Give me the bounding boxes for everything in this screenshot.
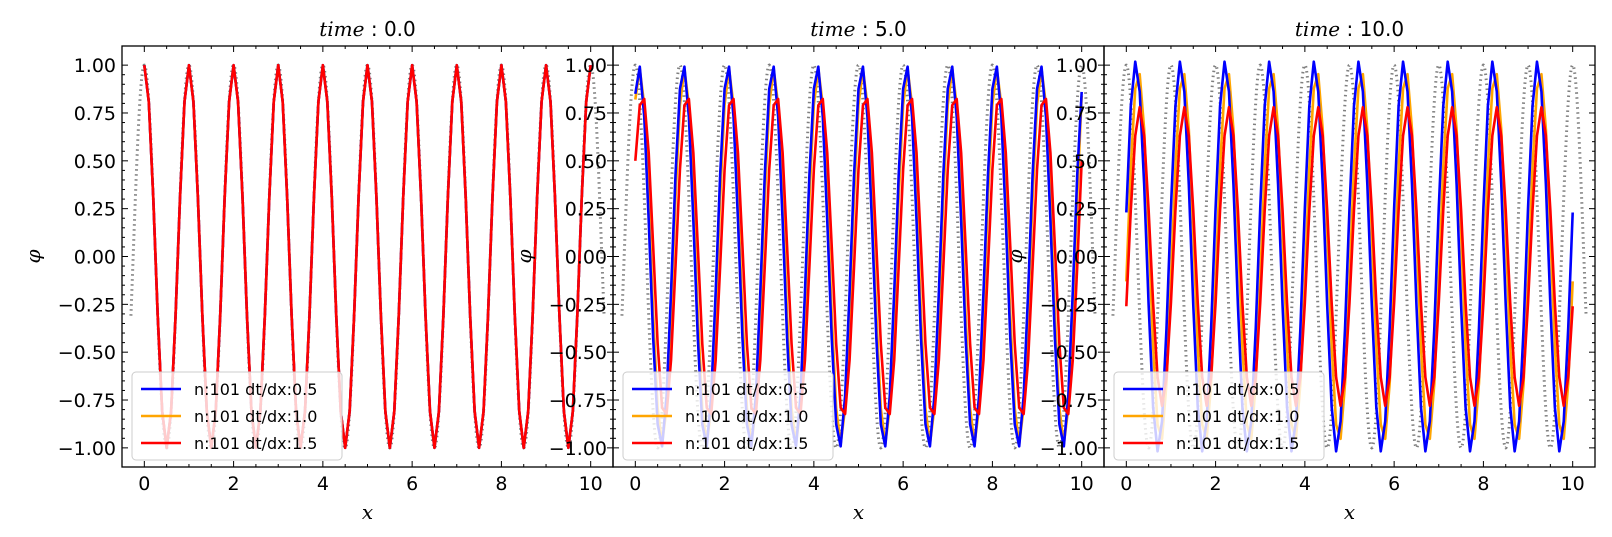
legend-label: n:101 dt/dx:1.0 [685, 407, 808, 426]
y-tick-label: −0.75 [549, 390, 607, 412]
x-axis-label: x [1344, 500, 1355, 524]
ticks [1104, 46, 1595, 467]
y-tick-label: 1.00 [1056, 55, 1098, 77]
x-tick-label: 8 [1477, 473, 1489, 495]
y-tick-label: 0.50 [74, 151, 116, 173]
x-tick-label: 6 [897, 473, 909, 495]
x-tick-label: 0 [138, 473, 150, 495]
title-value: : 0.0 [364, 17, 415, 41]
x-tick-label: 4 [808, 473, 820, 495]
x-axis-label: x [853, 500, 864, 524]
panel-title: time : 5.0 [810, 17, 907, 41]
x-tick-label: 8 [495, 473, 507, 495]
panel-3: 0 2 4 6 8 10 1.00 0.75 0.50 0.25 0.00 −0.25 −0.50 −0.… [1003, 17, 1596, 524]
x-tick-label: 6 [406, 473, 418, 495]
y-tick-label: −0.25 [1040, 294, 1098, 316]
x-tick-label: 8 [986, 473, 998, 495]
y-tick-label: −0.50 [58, 342, 116, 364]
legend: n:101 dt/dx:0.5 n:101 dt/dx:1.0 n:101 dt/d… [622, 371, 834, 461]
y-tick-label: −0.50 [1040, 342, 1098, 364]
x-tick-label: 6 [1388, 473, 1400, 495]
panel-title: time : 10.0 [1295, 17, 1404, 41]
y-tick-label: 0.75 [565, 103, 607, 125]
y-tick-label: −0.25 [549, 294, 607, 316]
series-line-3 [1125, 105, 1574, 408]
legend-label: n:101 dt/dx:1.5 [194, 434, 317, 453]
y-axis-label: φ [21, 249, 45, 263]
title-value: : 5.0 [855, 17, 906, 41]
y-tick-label: 0.50 [565, 151, 607, 173]
x-tick-label: 2 [719, 473, 731, 495]
x-tick-label: 2 [228, 473, 240, 495]
y-tick-label: 0.50 [1056, 151, 1098, 173]
title-value: : 10.0 [1340, 17, 1404, 41]
y-tick-label: 0.00 [565, 247, 607, 269]
y-tick-label: 0.75 [1056, 103, 1098, 125]
legend-box [1113, 371, 1325, 461]
y-tick-label: −0.75 [58, 390, 116, 412]
y-tick-label: −1.00 [1040, 438, 1098, 460]
y-tick-label: 0.25 [1056, 199, 1098, 221]
y-tick-label: 0.75 [74, 103, 116, 125]
y-tick-label: −0.25 [58, 294, 116, 316]
series-line-3 [143, 63, 592, 450]
legend: n:101 dt/dx:0.5 n:101 dt/dx:1.0 n:101 dt/d… [1113, 371, 1325, 461]
y-tick-label: 1.00 [565, 55, 607, 77]
x-tick-label: 4 [1299, 473, 1311, 495]
legend-label: n:101 dt/dx:1.0 [194, 407, 317, 426]
y-tick-label: 0.00 [1056, 247, 1098, 269]
y-axis-label: φ [1003, 249, 1027, 263]
panel-2: 0 2 4 6 8 10 1.00 0.75 0.50 0.25 0.00 −0.25 −0.50 −0.… [512, 17, 1105, 524]
y-tick-label: 1.00 [74, 55, 116, 77]
title-italic: time [810, 17, 855, 41]
x-tick-label: 4 [317, 473, 329, 495]
y-tick-label: −1.00 [549, 438, 607, 460]
legend-label: n:101 dt/dx:0.5 [685, 380, 808, 399]
title-italic: time [319, 17, 364, 41]
legend-label: n:101 dt/dx:0.5 [194, 380, 317, 399]
y-tick-label: −0.50 [549, 342, 607, 364]
x-tick-label: 0 [629, 473, 641, 495]
panel-1: 0 2 4 6 8 10 1.00 0.75 0.50 0.25 0.00 −0.25 −0.50 −0.… [21, 17, 614, 524]
legend-label: n:101 dt/dx:1.5 [1176, 434, 1299, 453]
x-tick-label: 10 [1561, 473, 1585, 495]
y-axis-label: φ [512, 249, 536, 263]
legend-label: n:101 dt/dx:1.5 [685, 434, 808, 453]
y-tick-label: −0.75 [1040, 390, 1098, 412]
legend-box [622, 371, 834, 461]
legend-label: n:101 dt/dx:0.5 [1176, 380, 1299, 399]
title-italic: time [1295, 17, 1340, 41]
y-tick-label: 0.00 [74, 247, 116, 269]
panel-title: time : 0.0 [319, 17, 416, 41]
x-tick-label: 2 [1210, 473, 1222, 495]
legend-box [131, 371, 343, 461]
y-tick-label: 0.25 [565, 199, 607, 221]
x-tick-label: 0 [1120, 473, 1132, 495]
y-tick-label: −1.00 [58, 438, 116, 460]
legend-label: n:101 dt/dx:1.0 [1176, 407, 1299, 426]
legend: n:101 dt/dx:0.5 n:101 dt/dx:1.0 n:101 dt/d… [131, 371, 343, 461]
y-tick-label: 0.25 [74, 199, 116, 221]
x-tick-label: 10 [579, 473, 603, 495]
x-axis-label: x [362, 500, 373, 524]
plot-area [129, 63, 606, 450]
x-tick-label: 10 [1070, 473, 1094, 495]
